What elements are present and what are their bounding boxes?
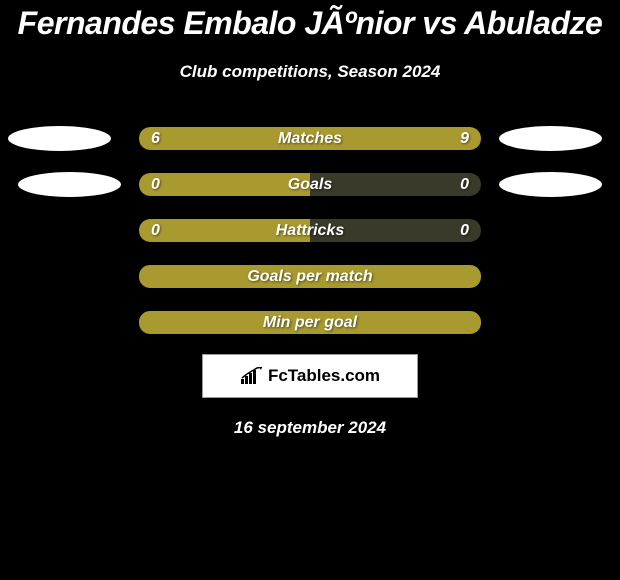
bar-left-fill <box>139 173 310 196</box>
logo-box: FcTables.com <box>202 354 418 398</box>
stat-row-goals: 0 Goals 0 <box>0 173 620 196</box>
date-text: 16 september 2024 <box>234 418 386 438</box>
stat-rows: 6 Matches 9 0 Goals 0 0 Hattricks <box>0 127 620 334</box>
player1-marker <box>8 126 111 151</box>
stat-row-hattricks: 0 Hattricks 0 <box>0 219 620 242</box>
player2-marker <box>499 126 602 151</box>
stat-label: Goals <box>288 176 332 194</box>
stat-label: Min per goal <box>263 314 357 332</box>
stat-row-matches: 6 Matches 9 <box>0 127 620 150</box>
stat-row-goals-per-match: Goals per match <box>0 265 620 288</box>
stat-label: Matches <box>278 130 342 148</box>
page-subtitle: Club competitions, Season 2024 <box>180 62 441 82</box>
bar-right-fill <box>310 173 481 196</box>
logo-text: FcTables.com <box>268 366 380 386</box>
stat-label: Goals per match <box>247 268 372 286</box>
stat-value-left: 6 <box>151 130 160 148</box>
stat-value-right: 0 <box>460 222 469 240</box>
stat-bar-mpg: Min per goal <box>139 311 481 334</box>
stat-value-left: 0 <box>151 176 160 194</box>
comparison-container: Fernandes Embalo JÃºnior vs Abuladze Clu… <box>0 0 620 438</box>
stat-bar-hattricks: 0 Hattricks 0 <box>139 219 481 242</box>
chart-up-icon <box>240 367 264 385</box>
stat-value-left: 0 <box>151 222 160 240</box>
stat-bar-gpm: Goals per match <box>139 265 481 288</box>
player1-marker <box>18 172 121 197</box>
page-title: Fernandes Embalo JÃºnior vs Abuladze <box>18 5 603 42</box>
stat-bar-matches: 6 Matches 9 <box>139 127 481 150</box>
player2-marker <box>499 172 602 197</box>
stat-label: Hattricks <box>276 222 344 240</box>
stat-value-right: 0 <box>460 176 469 194</box>
stat-row-min-per-goal: Min per goal <box>0 311 620 334</box>
stat-value-right: 9 <box>460 130 469 148</box>
stat-bar-goals: 0 Goals 0 <box>139 173 481 196</box>
